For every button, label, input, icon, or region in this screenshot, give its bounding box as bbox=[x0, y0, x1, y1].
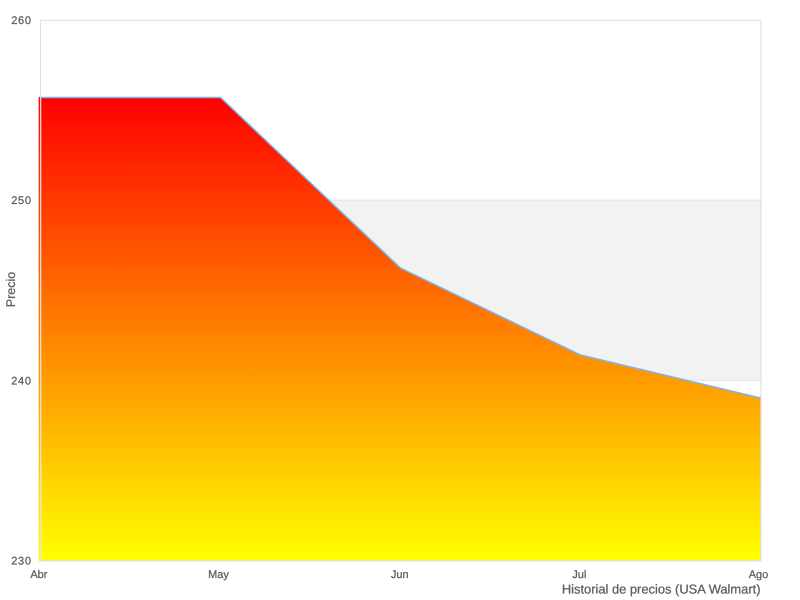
svg-text:Abr: Abr bbox=[30, 569, 47, 581]
svg-text:Jun: Jun bbox=[391, 569, 409, 581]
svg-text:240: 240 bbox=[11, 375, 31, 387]
svg-text:Ago: Ago bbox=[749, 569, 769, 581]
svg-text:Precio: Precio bbox=[4, 272, 18, 307]
svg-text:230: 230 bbox=[11, 555, 31, 567]
svg-text:May: May bbox=[208, 569, 229, 581]
svg-text:250: 250 bbox=[11, 195, 31, 207]
svg-text:Historial de precios (USA Walm: Historial de precios (USA Walmart) bbox=[562, 582, 761, 597]
svg-text:260: 260 bbox=[11, 15, 31, 27]
svg-text:Jul: Jul bbox=[572, 569, 586, 581]
